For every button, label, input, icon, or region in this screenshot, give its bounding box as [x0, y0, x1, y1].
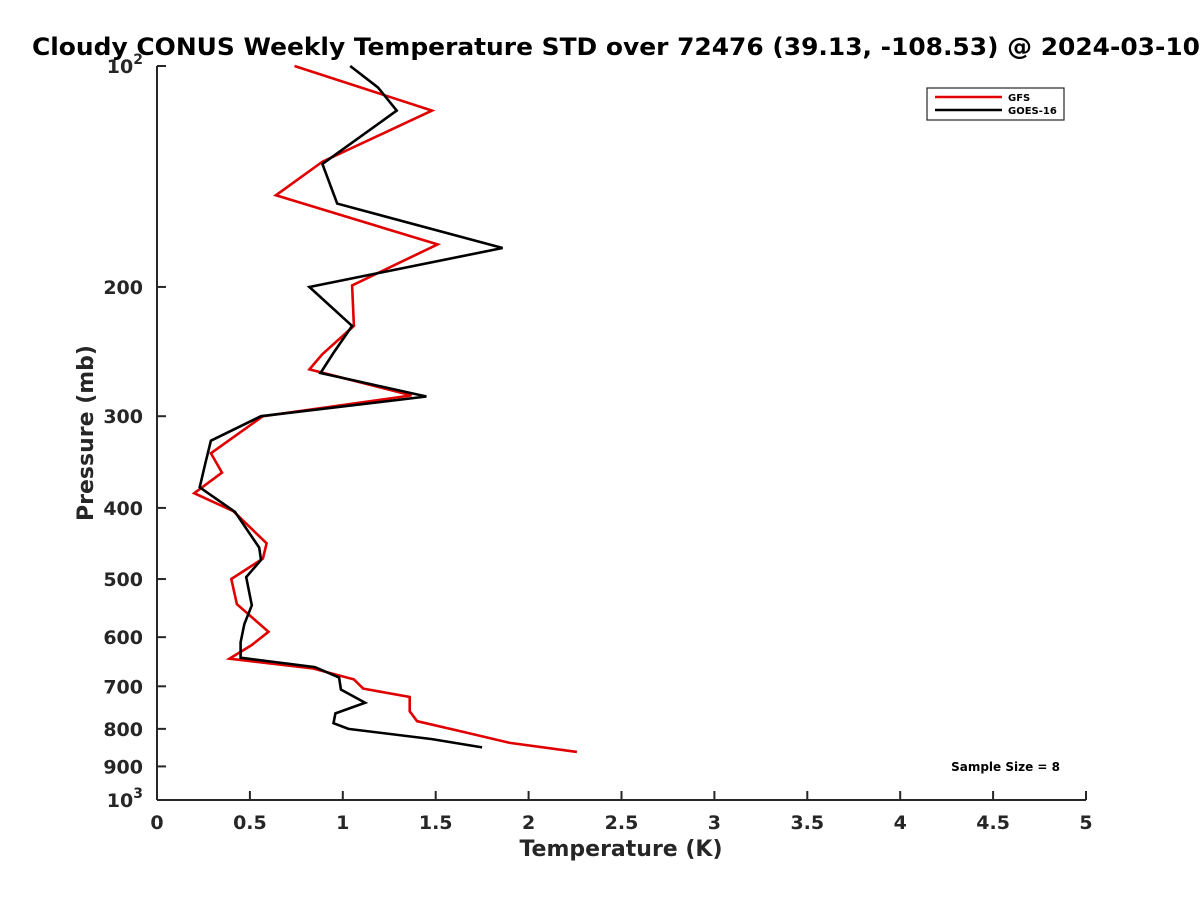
chart-title: Cloudy CONUS Weekly Temperature STD over… — [32, 33, 1200, 61]
y-tick-label: 700 — [103, 676, 143, 698]
x-tick-label: 2.5 — [605, 812, 639, 834]
y-tick-label: 102 — [107, 52, 143, 78]
y-tick-label: 800 — [103, 719, 143, 741]
x-axis-label: Temperature (K) — [519, 837, 722, 862]
x-tick-label: 0.5 — [233, 812, 267, 834]
x-tick-label: 2 — [522, 812, 535, 834]
legend: GFS GOES-16 — [926, 87, 1065, 121]
x-tick-label: 4.5 — [976, 812, 1010, 834]
x-tick-label: 5 — [1079, 812, 1092, 834]
y-tick-label: 900 — [103, 756, 143, 778]
x-tick-label: 3 — [708, 812, 721, 834]
legend-label-gfs: GFS — [1008, 93, 1030, 104]
y-tick-label: 600 — [103, 627, 143, 649]
y-tick-label: 103 — [107, 786, 143, 812]
legend-label-goes16: GOES-16 — [1008, 106, 1057, 117]
series-lines — [191, 64, 578, 754]
y-tick-label: 300 — [103, 406, 143, 428]
y-axis: 102 200 300 400 500 600 700 800 900 103 — [103, 52, 166, 812]
x-tick-label: 0 — [150, 812, 163, 834]
y-tick-label: 400 — [103, 498, 143, 520]
x-tick-label: 3.5 — [790, 812, 824, 834]
x-axis: 0 0.5 1 1.5 2 2.5 3 3.5 4 4.5 5 — [150, 791, 1093, 834]
x-tick-label: 1.5 — [419, 812, 453, 834]
legend-box — [926, 87, 1065, 121]
x-tick-label: 1 — [336, 812, 349, 834]
y-tick-label: 500 — [103, 569, 143, 591]
y-axis-label: Pressure (mb) — [74, 345, 99, 521]
sample-size-annotation: Sample Size = 8 — [951, 760, 1060, 774]
x-tick-label: 4 — [894, 812, 907, 834]
series-line-gfs — [191, 64, 578, 754]
y-tick-label: 200 — [103, 277, 143, 299]
series-line-goes16 — [198, 64, 503, 749]
